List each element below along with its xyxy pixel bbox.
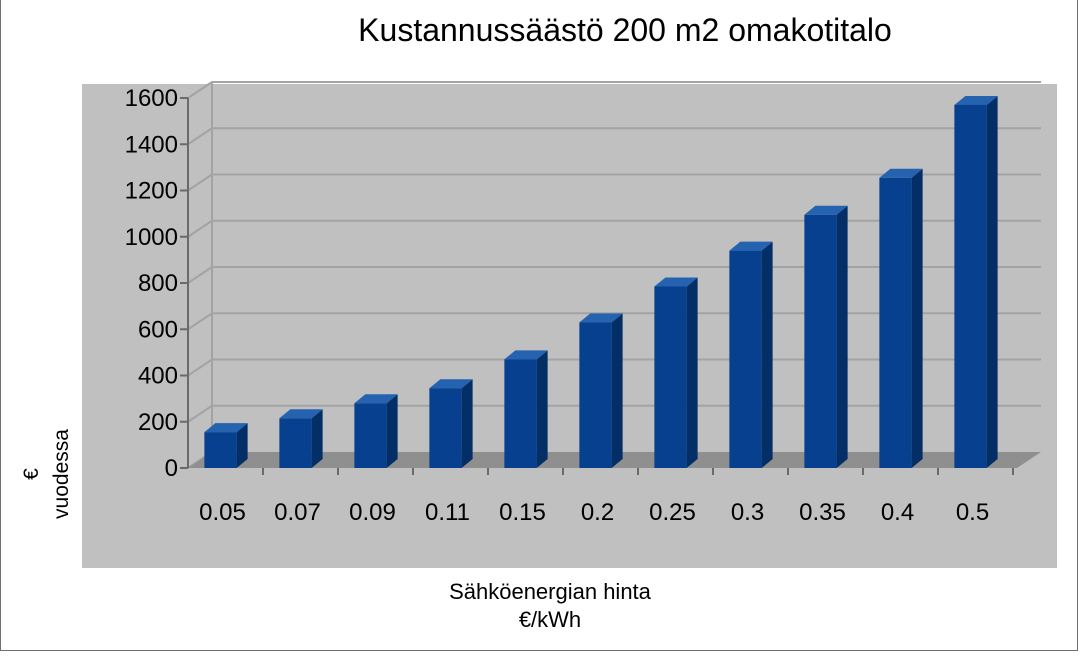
x-tick-label: 0.11: [425, 499, 470, 526]
gridline-wall-400: [187, 358, 213, 377]
bar-side: [536, 350, 548, 468]
bar-top: [204, 423, 248, 433]
bar-front: [354, 403, 387, 468]
y-tick-label: 1600: [125, 85, 178, 112]
bar-front: [429, 388, 462, 468]
x-tick-label: 0.25: [649, 499, 696, 526]
bar-top: [654, 277, 698, 287]
y-tick-label: 1400: [125, 131, 178, 158]
bar-top: [879, 168, 923, 178]
y-tick-label: 1200: [125, 178, 178, 205]
bar-0.4: [879, 168, 923, 468]
bar-top: [579, 313, 623, 323]
gridline-wall-1400: [187, 127, 213, 146]
bar-top: [429, 379, 473, 389]
bar-side: [911, 168, 923, 468]
x-tick-label: 0.05: [199, 499, 246, 526]
x-tick-label: 0.07: [274, 499, 321, 526]
bar-front: [729, 250, 762, 468]
x-axis-label: Sähköenergian hinta €/kWh: [449, 579, 651, 632]
bar-side: [986, 95, 998, 468]
bar-top: [804, 205, 848, 215]
y-tick-label: 600: [138, 316, 178, 343]
bar-0.2: [579, 313, 623, 468]
y-tick-label: 400: [138, 363, 178, 390]
chart-title: Kustannussäästö 200 m2 omakotitalo: [358, 12, 892, 48]
bar-0.25: [654, 277, 698, 468]
bar-front: [504, 359, 537, 468]
bar-top: [954, 95, 998, 105]
bar-0.05: [204, 423, 248, 468]
bar-front: [804, 214, 837, 468]
x-tick-label: 0.5: [956, 499, 989, 526]
bar-side: [686, 277, 698, 468]
y-tick-label: 0: [165, 455, 178, 482]
x-tick-label: 0.35: [799, 499, 846, 526]
y-tick-label: 1000: [125, 224, 178, 251]
bar-front: [279, 418, 312, 468]
bar-0.07: [279, 409, 323, 468]
bar-side: [761, 241, 773, 468]
y-tick-label: 200: [138, 409, 178, 436]
bar-side: [236, 423, 248, 468]
bar-top: [354, 394, 398, 404]
gridline-wall-1000: [187, 219, 213, 238]
bar-side: [461, 379, 473, 468]
gridline-wall-1200: [187, 173, 213, 192]
bar-0.5: [954, 95, 998, 468]
bar-0.09: [354, 394, 398, 468]
x-tick-label: 0.4: [881, 499, 914, 526]
bar-top: [279, 409, 323, 419]
bar-0.35: [804, 205, 848, 468]
bar-top: [729, 241, 773, 251]
gridline-wall-800: [187, 266, 213, 284]
bar-side: [611, 313, 623, 468]
y-axis-label: € vuodessa: [20, 429, 73, 519]
bar-front: [879, 177, 912, 468]
gridline-wall-600: [187, 312, 213, 331]
bar-front: [204, 432, 237, 468]
bar-front: [579, 322, 612, 468]
bar-side: [836, 205, 848, 468]
gridline-wall-200: [187, 404, 213, 423]
x-tick-label: 0.15: [499, 499, 546, 526]
bar-0.11: [429, 379, 473, 468]
bar-side: [311, 409, 323, 468]
y-tick-label: 800: [138, 270, 178, 297]
x-tick-label: 0.2: [581, 499, 614, 526]
x-tick-label: 0.09: [349, 499, 396, 526]
bar-0.15: [504, 350, 548, 468]
bar-top: [504, 350, 548, 360]
x-tick-label: 0.3: [731, 499, 764, 526]
gridline-wall-1600: [187, 81, 213, 99]
bar-front: [954, 104, 987, 468]
bar-front: [654, 286, 687, 468]
bar-side: [386, 394, 398, 468]
bar-0.3: [729, 241, 773, 468]
